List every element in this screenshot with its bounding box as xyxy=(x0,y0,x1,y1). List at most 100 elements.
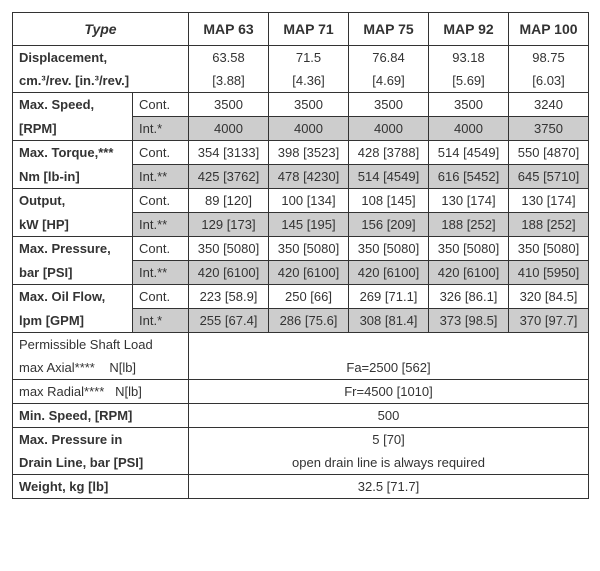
maxtorque-unit: Nm [lb-in] xyxy=(13,165,133,189)
cell: 354 [3133] xyxy=(189,141,269,165)
cell: 398 [3523] xyxy=(269,141,349,165)
maxoilflow-label: Max. Oil Flow, xyxy=(13,285,133,309)
weight-value: 32.5 [71.7] xyxy=(189,475,589,499)
cell: 428 [3788] xyxy=(349,141,429,165)
cell: [5.69] xyxy=(429,69,509,93)
displacement-unit: cm.³/rev. [in.³/rev.] xyxy=(13,69,189,93)
spec-table: Type MAP 63 MAP 71 MAP 75 MAP 92 MAP 100… xyxy=(12,12,589,499)
axial-value: Fa=2500 [562] xyxy=(189,356,589,380)
cell: 129 [173] xyxy=(189,213,269,237)
cell: 3500 xyxy=(189,93,269,117)
cell: 370 [97.7] xyxy=(509,309,589,333)
maxspeed-unit: [RPM] xyxy=(13,117,133,141)
drain-row2: Drain Line, bar [PSI] open drain line is… xyxy=(13,451,589,475)
cell: 514 [4549] xyxy=(349,165,429,189)
maxpressure-int-row: bar [PSI] Int.** 420 [6100] 420 [6100] 4… xyxy=(13,261,589,285)
drain-label1: Max. Pressure in xyxy=(13,428,189,452)
cell: 616 [5452] xyxy=(429,165,509,189)
cell: 478 [4230] xyxy=(269,165,349,189)
cell: 550 [4870] xyxy=(509,141,589,165)
cell: [4.69] xyxy=(349,69,429,93)
cell: [6.03] xyxy=(509,69,589,93)
cell: 420 [6100] xyxy=(269,261,349,285)
cell: 425 [3762] xyxy=(189,165,269,189)
cond-label: Int.* xyxy=(133,117,189,141)
cell: 350 [5080] xyxy=(509,237,589,261)
maxpressure-cont-row: Max. Pressure, Cont. 350 [5080] 350 [508… xyxy=(13,237,589,261)
maxtorque-int-row: Nm [lb-in] Int.** 425 [3762] 478 [4230] … xyxy=(13,165,589,189)
maxtorque-label: Max. Torque,*** xyxy=(13,141,133,165)
cell: 3750 xyxy=(509,117,589,141)
maxpressure-unit: bar [PSI] xyxy=(13,261,133,285)
cond-label: Cont. xyxy=(133,93,189,117)
cell: 188 [252] xyxy=(509,213,589,237)
cell: 326 [86.1] xyxy=(429,285,509,309)
maxoilflow-cont-row: Max. Oil Flow, Cont. 223 [58.9] 250 [66]… xyxy=(13,285,589,309)
shaftload-axial-row: max Axial**** N[lb] Fa=2500 [562] xyxy=(13,356,589,380)
cell: 4000 xyxy=(349,117,429,141)
cell: [4.36] xyxy=(269,69,349,93)
model-header: MAP 100 xyxy=(509,13,589,46)
cell: 223 [58.9] xyxy=(189,285,269,309)
shaftload-title: Permissible Shaft Load xyxy=(13,333,189,357)
cond-label: Int.** xyxy=(133,165,189,189)
weight-label: Weight, kg [lb] xyxy=(13,475,189,499)
drain-value1: 5 [70] xyxy=(189,428,589,452)
cell: 188 [252] xyxy=(429,213,509,237)
cond-label: Cont. xyxy=(133,237,189,261)
drain-row1: Max. Pressure in 5 [70] xyxy=(13,428,589,452)
cell: 3500 xyxy=(429,93,509,117)
cell: 420 [6100] xyxy=(429,261,509,285)
cell: 108 [145] xyxy=(349,189,429,213)
radial-value: Fr=4500 [1010] xyxy=(189,380,589,404)
displacement-label: Displacement, xyxy=(13,46,189,70)
type-header: Type xyxy=(13,13,189,46)
empty-cell xyxy=(189,333,589,357)
cell: 350 [5080] xyxy=(269,237,349,261)
cell: 269 [71.1] xyxy=(349,285,429,309)
cell: 130 [174] xyxy=(429,189,509,213)
cell: 250 [66] xyxy=(269,285,349,309)
cell: 130 [174] xyxy=(509,189,589,213)
cell: 145 [195] xyxy=(269,213,349,237)
minspeed-label: Min. Speed, [RPM] xyxy=(13,404,189,428)
cell: 255 [67.4] xyxy=(189,309,269,333)
model-header: MAP 75 xyxy=(349,13,429,46)
cond-label: Int.** xyxy=(133,213,189,237)
weight-row: Weight, kg [lb] 32.5 [71.7] xyxy=(13,475,589,499)
cell: 410 [5950] xyxy=(509,261,589,285)
cell: 373 [98.5] xyxy=(429,309,509,333)
cell: 350 [5080] xyxy=(349,237,429,261)
maxspeed-cont-row: Max. Speed, Cont. 3500 3500 3500 3500 32… xyxy=(13,93,589,117)
maxtorque-cont-row: Max. Torque,*** Cont. 354 [3133] 398 [35… xyxy=(13,141,589,165)
cell: 156 [209] xyxy=(349,213,429,237)
cell: 76.84 xyxy=(349,46,429,70)
displacement-row1: Displacement, 63.58 71.5 76.84 93.18 98.… xyxy=(13,46,589,70)
cond-label: Int.** xyxy=(133,261,189,285)
maxpressure-label: Max. Pressure, xyxy=(13,237,133,261)
model-header: MAP 92 xyxy=(429,13,509,46)
cell: 93.18 xyxy=(429,46,509,70)
shaftload-radial-row: max Radial**** N[lb] Fr=4500 [1010] xyxy=(13,380,589,404)
cell: [3.88] xyxy=(189,69,269,93)
cell: 3500 xyxy=(349,93,429,117)
output-cont-row: Output, Cont. 89 [120] 100 [134] 108 [14… xyxy=(13,189,589,213)
cell: 420 [6100] xyxy=(189,261,269,285)
cell: 350 [5080] xyxy=(429,237,509,261)
radial-label: max Radial**** N[lb] xyxy=(13,380,189,404)
cell: 100 [134] xyxy=(269,189,349,213)
output-int-row: kW [HP] Int.** 129 [173] 145 [195] 156 [… xyxy=(13,213,589,237)
maxoilflow-int-row: lpm [GPM] Int.* 255 [67.4] 286 [75.6] 30… xyxy=(13,309,589,333)
cond-label: Int.* xyxy=(133,309,189,333)
minspeed-value: 500 xyxy=(189,404,589,428)
cell: 420 [6100] xyxy=(349,261,429,285)
cell: 514 [4549] xyxy=(429,141,509,165)
cell: 63.58 xyxy=(189,46,269,70)
cell: 350 [5080] xyxy=(189,237,269,261)
cell: 308 [81.4] xyxy=(349,309,429,333)
cell: 3500 xyxy=(269,93,349,117)
cell: 3240 xyxy=(509,93,589,117)
model-header: MAP 71 xyxy=(269,13,349,46)
cell: 286 [75.6] xyxy=(269,309,349,333)
minspeed-row: Min. Speed, [RPM] 500 xyxy=(13,404,589,428)
